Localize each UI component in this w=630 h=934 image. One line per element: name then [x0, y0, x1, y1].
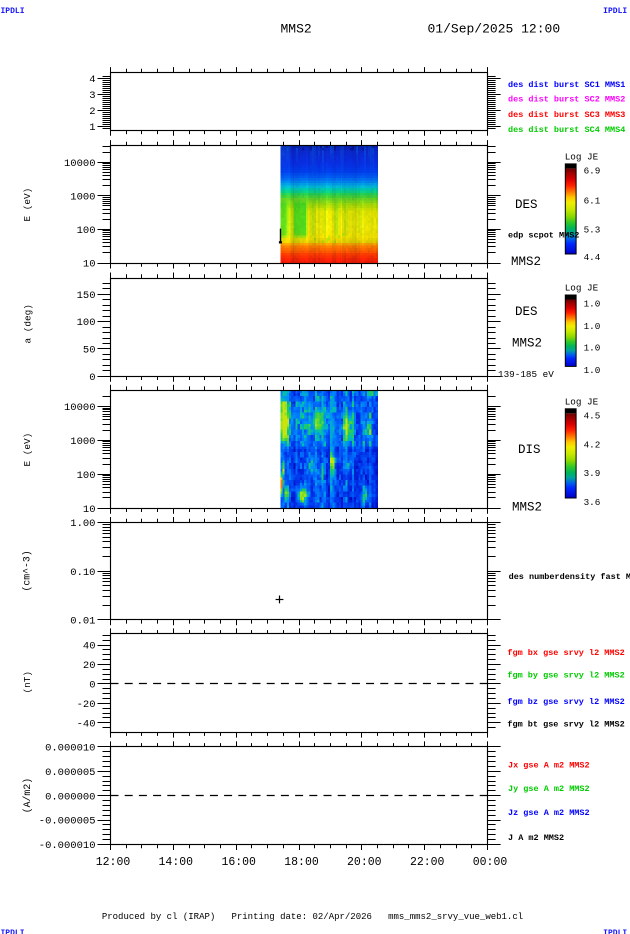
svg-text:6.1: 6.1 — [584, 195, 601, 206]
svg-text:100: 100 — [77, 317, 96, 329]
svg-text:3: 3 — [89, 90, 95, 102]
svg-text:a (deg): a (deg) — [23, 304, 34, 343]
svg-text:0.10: 0.10 — [70, 567, 95, 579]
svg-text:IPDLI: IPDLI — [603, 7, 627, 16]
svg-text:(cm^-3): (cm^-3) — [22, 550, 33, 591]
svg-text:des dist burst SC3 MMS3: des dist burst SC3 MMS3 — [508, 110, 625, 120]
svg-text:0: 0 — [89, 680, 95, 692]
svg-text:DIS: DIS — [518, 443, 541, 457]
svg-text:1000: 1000 — [70, 192, 95, 204]
svg-text:fgm bx gse srvy l2 MMS2: fgm bx gse srvy l2 MMS2 — [507, 648, 624, 658]
svg-text:fgm bt gse srvy l2 MMS2: fgm bt gse srvy l2 MMS2 — [507, 720, 624, 730]
svg-text:3.6: 3.6 — [584, 497, 601, 508]
svg-text:1000: 1000 — [70, 436, 95, 448]
svg-text:150: 150 — [77, 290, 96, 302]
svg-text:Log JE: Log JE — [565, 283, 599, 294]
svg-text:0.01: 0.01 — [70, 615, 95, 627]
svg-text:Jz gse A m2 MMS2: Jz gse A m2 MMS2 — [508, 808, 590, 818]
svg-text:-0.000010: -0.000010 — [39, 840, 96, 852]
svg-text:100: 100 — [77, 225, 96, 237]
svg-text:5.3: 5.3 — [584, 225, 601, 236]
svg-text:0.000010: 0.000010 — [45, 743, 95, 755]
svg-text:4.5: 4.5 — [584, 411, 601, 422]
svg-text:00:00: 00:00 — [473, 856, 508, 869]
svg-text:IPDLI: IPDLI — [1, 929, 25, 934]
svg-text:12:00: 12:00 — [96, 856, 131, 869]
svg-text:4: 4 — [89, 74, 95, 86]
svg-text:MMS2: MMS2 — [512, 337, 542, 351]
svg-text:des dist burst SC2 MMS2: des dist burst SC2 MMS2 — [508, 95, 625, 105]
svg-text:fgm by gse srvy l2 MMS2: fgm by gse srvy l2 MMS2 — [507, 671, 624, 681]
svg-text:1.0: 1.0 — [584, 321, 601, 332]
svg-text:4.4: 4.4 — [584, 252, 601, 263]
svg-text:0: 0 — [89, 372, 95, 384]
svg-text:Log JE: Log JE — [565, 151, 599, 162]
svg-text:3.9: 3.9 — [584, 468, 601, 479]
svg-text:-0.000005: -0.000005 — [39, 816, 96, 828]
svg-text:01/Sep/2025 12:00: 01/Sep/2025 12:00 — [428, 21, 561, 36]
svg-text:10000: 10000 — [64, 402, 96, 414]
svg-text:E (eV): E (eV) — [22, 433, 33, 467]
svg-text:Jx gse A m2 MMS2: Jx gse A m2 MMS2 — [508, 760, 590, 770]
svg-text:1.0: 1.0 — [584, 299, 601, 310]
svg-text:14:00: 14:00 — [159, 856, 194, 869]
svg-text:DES: DES — [515, 198, 538, 212]
svg-text:DES: DES — [515, 305, 538, 319]
svg-text:des numberdensity fast M: des numberdensity fast M — [509, 572, 630, 582]
svg-text:40: 40 — [83, 641, 96, 653]
svg-text:-20: -20 — [77, 699, 96, 711]
svg-text:Produced by cl (IRAP) Printi: Produced by cl (IRAP) Printing date: 02/… — [102, 912, 523, 922]
svg-text:1.00: 1.00 — [70, 518, 95, 530]
svg-text:4.2: 4.2 — [584, 440, 601, 451]
svg-text:50: 50 — [83, 345, 96, 357]
svg-text:J A m2 MMS2: J A m2 MMS2 — [508, 833, 564, 843]
svg-text:16:00: 16:00 — [221, 856, 256, 869]
svg-text:(nT): (nT) — [22, 671, 33, 694]
svg-text:-40: -40 — [77, 718, 96, 730]
svg-text:10: 10 — [83, 504, 96, 516]
svg-text:des dist burst SC4 MMS4: des dist burst SC4 MMS4 — [508, 125, 625, 135]
svg-text:20:00: 20:00 — [347, 856, 382, 869]
svg-text:MMS2: MMS2 — [511, 255, 541, 269]
svg-text:0.000005: 0.000005 — [45, 767, 95, 779]
svg-text:fgm bz gse srvy l2 MMS2: fgm bz gse srvy l2 MMS2 — [507, 697, 624, 707]
svg-text:20: 20 — [83, 660, 96, 672]
svg-text:6.9: 6.9 — [584, 166, 601, 177]
svg-text:IPDLI: IPDLI — [1, 7, 25, 16]
svg-text:Jy gse A m2 MMS2: Jy gse A m2 MMS2 — [508, 784, 590, 794]
svg-text:Log JE: Log JE — [565, 396, 599, 407]
svg-text:E (eV): E (eV) — [22, 188, 33, 222]
svg-text:1.0: 1.0 — [584, 343, 601, 354]
svg-text:10: 10 — [83, 259, 96, 271]
svg-text:139-185 eV: 139-185 eV — [498, 369, 554, 380]
svg-text:IPDLI: IPDLI — [603, 929, 627, 934]
svg-text:1: 1 — [89, 122, 95, 134]
svg-text:100: 100 — [77, 470, 96, 482]
svg-text:(A/m2): (A/m2) — [22, 778, 33, 813]
svg-text:22:00: 22:00 — [410, 856, 445, 869]
svg-text:1.0: 1.0 — [584, 365, 601, 376]
svg-text:des dist burst SC1 MMS1: des dist burst SC1 MMS1 — [508, 80, 625, 90]
svg-text:18:00: 18:00 — [284, 856, 319, 869]
svg-text:edp scpot MMS2: edp scpot MMS2 — [508, 231, 579, 241]
svg-text:MMS2: MMS2 — [281, 21, 312, 36]
svg-text:MMS2: MMS2 — [512, 501, 542, 515]
svg-text:0.000000: 0.000000 — [45, 791, 95, 803]
svg-text:2: 2 — [89, 106, 95, 118]
svg-text:10000: 10000 — [64, 158, 96, 170]
